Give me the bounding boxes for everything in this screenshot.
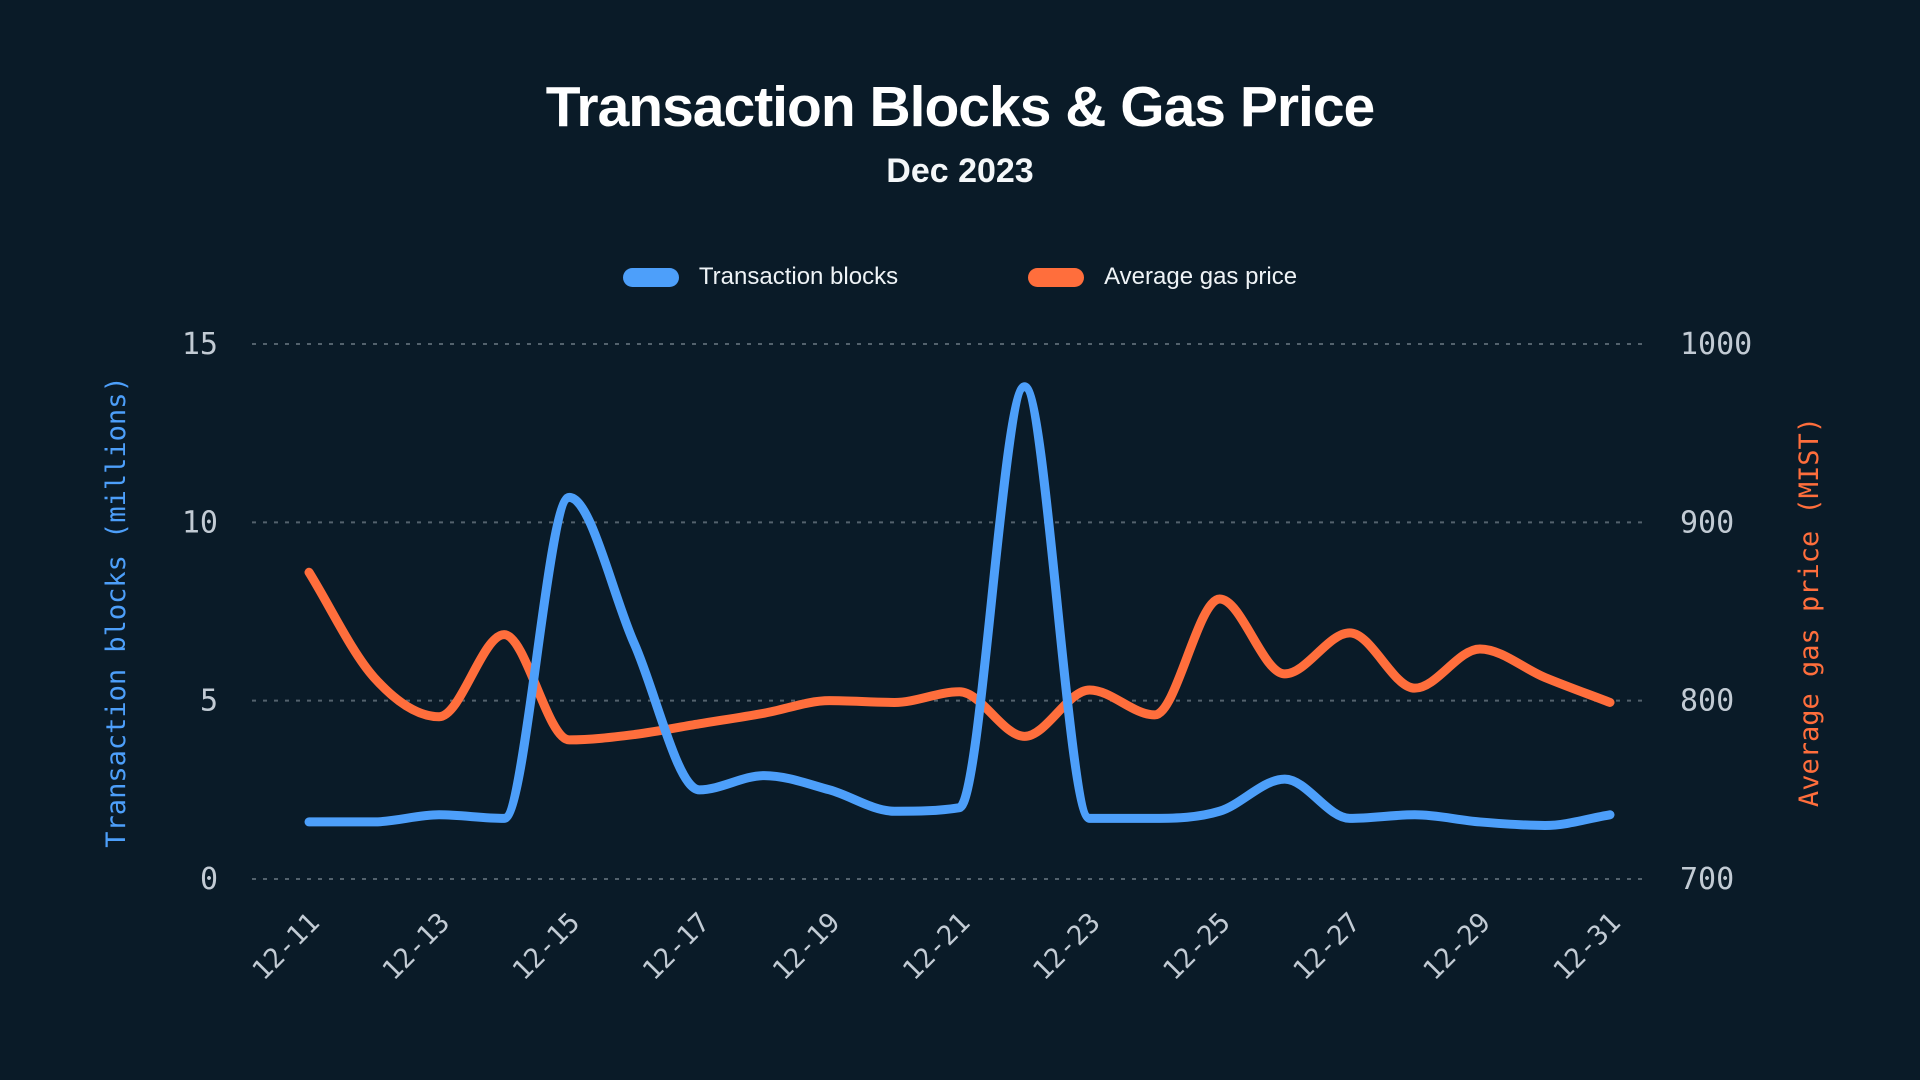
legend-item-label: Transaction blocks [698, 263, 899, 290]
right-axis-tick-label: 900 [1680, 505, 1734, 540]
left-axis-tick-label: 10 [182, 505, 218, 540]
x-axis-ticks: 12-11 12-13 12-15 12-17 12-19 12-21 12-23 12-25… [247, 907, 1627, 986]
line-series-average-gas-price [304, 567, 1615, 745]
legend-swatch-icon [1028, 267, 1085, 287]
line-series-transaction-blocks [304, 382, 1615, 830]
left-axis-tick-label: 15 [182, 327, 218, 362]
legend-item-average-gas-price[interactable]: Average gas price [1028, 263, 1297, 291]
x-axis-tick-label: 12-17 [637, 907, 716, 986]
legend-swatch-icon [622, 267, 679, 287]
x-axis-tick-label: 12-11 [247, 907, 326, 986]
x-axis-tick-label: 12-23 [1027, 907, 1106, 986]
x-axis-tick-label: 12-31 [1548, 907, 1627, 986]
left-axis-title: Transaction blocks (millions) [101, 376, 132, 847]
x-axis-tick-label: 12-29 [1417, 907, 1496, 986]
right-axis-tick-label: 700 [1680, 862, 1734, 897]
gridlines [252, 343, 1642, 880]
legend-item-transaction-blocks[interactable]: Transaction blocks [622, 263, 899, 291]
x-axis-tick-label: 12-15 [507, 907, 586, 986]
x-axis-tick-label: 12-21 [897, 907, 976, 986]
x-axis-tick-label: 12-25 [1157, 907, 1236, 986]
left-axis-ticks: 0 5 10 15 [182, 327, 218, 897]
chart-subtitle: Dec 2023 [886, 152, 1034, 190]
right-axis-tick-label: 800 [1680, 684, 1734, 719]
right-axis-ticks: 700 800 900 1000 [1680, 327, 1752, 897]
chart-title: Transaction Blocks & Gas Price [545, 75, 1376, 139]
x-axis-tick-label: 12-27 [1287, 907, 1366, 986]
x-axis-tick-label: 12-19 [767, 907, 846, 986]
legend-item-label: Average gas price [1104, 263, 1298, 290]
right-axis-tick-label: 1000 [1680, 327, 1752, 362]
legend: Transaction blocks Average gas price [0, 263, 1920, 291]
left-axis-tick-label: 5 [200, 684, 218, 719]
left-axis-tick-label: 0 [200, 862, 218, 897]
x-axis-tick-label: 12-13 [377, 907, 456, 986]
right-axis-title: Average gas price (MIST) [1794, 417, 1825, 807]
